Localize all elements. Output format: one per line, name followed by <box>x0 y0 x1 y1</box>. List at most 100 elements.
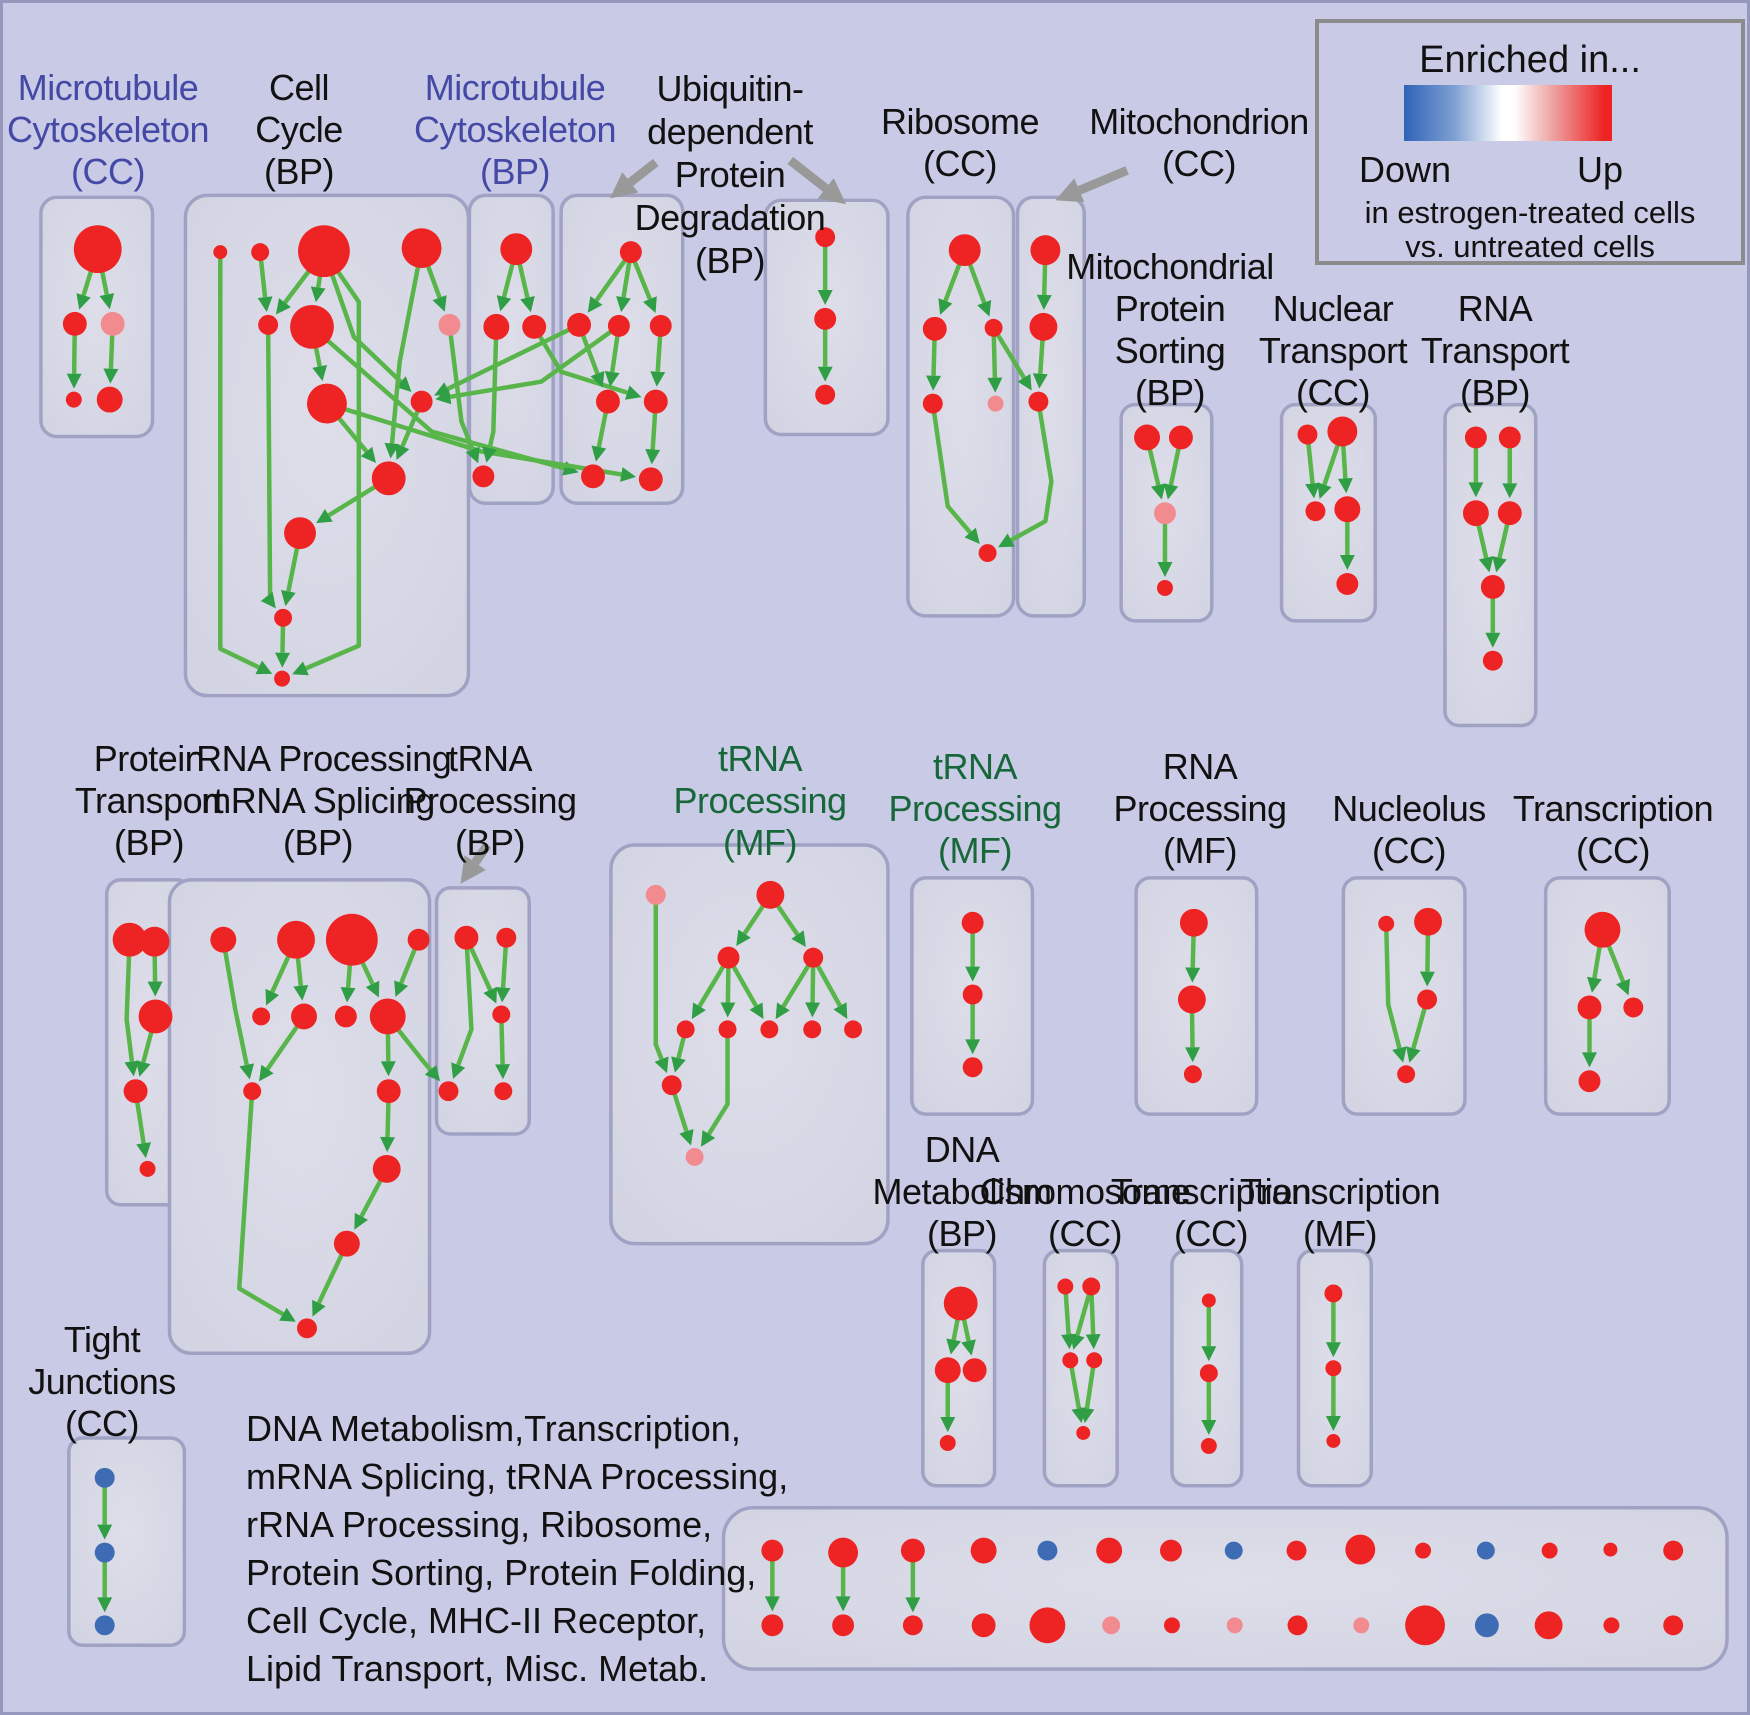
edge-N1-N4 <box>456 937 474 1066</box>
gene-set-node-S4 <box>1497 501 1522 526</box>
edge-M2-M4 <box>487 326 499 449</box>
arrowhead-icon <box>720 1002 736 1018</box>
legend-gradient-bar <box>1404 85 1612 141</box>
gene-set-node-ST5 <box>1037 1540 1058 1561</box>
gene-set-node-L13 <box>297 1318 317 1339</box>
gene-set-node-T1 <box>112 922 147 957</box>
arrowhead-icon <box>1616 978 1630 996</box>
arrowhead-icon <box>380 1061 396 1077</box>
arrowhead-icon <box>432 295 447 312</box>
gene-set-node-K1 <box>1378 915 1395 932</box>
gene-set-node-U6 <box>643 389 668 414</box>
cluster-label-line: (CC) <box>1576 830 1650 871</box>
arrowhead-icon <box>495 987 511 1003</box>
gene-set-node-L2 <box>277 920 315 959</box>
gray-pointer-line-1 <box>787 156 829 192</box>
arrowhead-icon <box>483 986 497 1004</box>
cluster-label-line: Cytoskeleton <box>413 109 617 150</box>
edge-H6-H11 <box>706 1029 730 1136</box>
gene-set-node-M4 <box>472 465 495 488</box>
arrowhead-icon <box>275 652 290 668</box>
arrowhead-icon <box>260 591 276 609</box>
gene-set-node-L11 <box>372 1154 401 1183</box>
gene-set-node-B2 <box>251 243 270 262</box>
gene-set-node-ST11 <box>1415 1542 1432 1559</box>
arrowhead-icon <box>354 1212 368 1230</box>
gene-set-node-L10 <box>376 1079 401 1104</box>
gene-set-node-E2 <box>1325 1360 1342 1377</box>
arrowhead-icon <box>938 298 953 315</box>
edge-L9-L13 <box>236 1091 285 1317</box>
gene-set-node-U7 <box>581 464 605 489</box>
arrowhead-icon <box>1185 1047 1200 1063</box>
footnote-line: Cell Cycle, MHC-II Receptor, <box>246 1600 707 1641</box>
cluster-label-line: dependent <box>647 111 813 152</box>
cluster-label-line: Cycle <box>255 109 343 150</box>
arrowhead-icon <box>275 298 291 315</box>
cluster-label-line: Transcription <box>1512 788 1714 829</box>
gene-set-node-M2 <box>483 313 510 340</box>
arrowhead-icon <box>265 988 280 1006</box>
arrowhead-icon <box>700 1130 716 1147</box>
gene-set-node-U1 <box>619 241 642 264</box>
cluster-label-line: Transport <box>1420 330 1570 371</box>
gene-set-node-R5 <box>987 395 1004 412</box>
arrowhead-icon <box>1085 1334 1101 1350</box>
arrowhead-icon <box>520 296 535 313</box>
gene-set-node-D1 <box>94 1467 115 1488</box>
edge-L1-L9 <box>221 939 249 1066</box>
gene-set-node-H7 <box>760 1020 779 1039</box>
gene-set-node-ST14 <box>1603 1542 1618 1557</box>
gene-set-node-U5 <box>595 389 620 414</box>
arrowhead-icon <box>977 300 992 317</box>
gene-set-node-B12 <box>274 608 293 627</box>
cluster-box-bx-trna-mf-1 <box>609 843 890 1246</box>
cluster-label-rrna: rRNA Processing mRNA Splicing (BP) <box>98 738 538 864</box>
cluster-label-line: Transport <box>1258 330 1408 371</box>
arrowhead-icon <box>136 1142 152 1159</box>
cluster-label-line: RNA <box>1162 746 1238 787</box>
edge-R4-R6 <box>930 403 972 535</box>
gray-pointer-arrow-icon <box>460 855 486 884</box>
edge-B7-M4 <box>447 324 475 451</box>
gene-set-node-ST1 <box>761 1539 784 1562</box>
gene-set-node-P2 <box>1168 425 1193 450</box>
arrowhead-icon <box>310 286 326 303</box>
gene-set-node-H2 <box>756 880 785 909</box>
edge-B4-B10 <box>389 247 424 444</box>
edge-B3-B13 <box>305 249 362 671</box>
cluster-label-cell-cycle: Cell Cycle (BP) <box>79 67 519 193</box>
gene-set-node-X3 <box>1200 1437 1217 1454</box>
arrowhead-icon <box>103 368 119 384</box>
gene-set-node-H1 <box>645 884 666 905</box>
arrowhead-icon <box>625 385 642 400</box>
gene-set-node-B4 <box>401 228 442 269</box>
arrowhead-icon <box>1485 632 1501 648</box>
gene-set-node-M1 <box>500 233 533 266</box>
cluster-label-line: mRNA Splicing <box>201 780 435 821</box>
arrowhead-icon <box>1305 482 1321 499</box>
cluster-label-line: tRNA <box>447 738 533 779</box>
arrowhead-icon <box>1502 483 1518 499</box>
arrowhead-icon <box>281 589 296 607</box>
arrowhead-icon <box>66 373 82 389</box>
gene-set-node-Y3 <box>1062 1352 1079 1369</box>
gene-set-node-SB14 <box>1603 1617 1620 1634</box>
cluster-label-line: Junctions <box>28 1361 176 1402</box>
gene-set-node-B5 <box>258 314 279 335</box>
gene-set-node-B11 <box>284 517 316 550</box>
arrowhead-icon <box>1317 482 1332 499</box>
arrowhead-icon <box>394 980 409 998</box>
gene-set-node-ST3 <box>900 1538 925 1563</box>
gene-set-node-A4 <box>65 391 82 408</box>
gene-set-node-SB9 <box>1287 1615 1308 1636</box>
cluster-box-bx-strip <box>721 1505 1729 1671</box>
cluster-label-line: Mitochondrial <box>1066 246 1274 287</box>
arrowhead-icon <box>691 1002 706 1020</box>
arrowhead-icon <box>1032 373 1048 389</box>
arrowhead-icon <box>1582 1052 1597 1068</box>
cluster-label-ubiquitin: Ubiquitin-dependent Protein Degradation (BP… <box>510 67 950 282</box>
gene-set-node-Z1 <box>943 1286 978 1321</box>
footnote-line: DNA Metabolism,Transcription, <box>246 1408 741 1449</box>
gene-set-node-H6 <box>718 1020 737 1039</box>
